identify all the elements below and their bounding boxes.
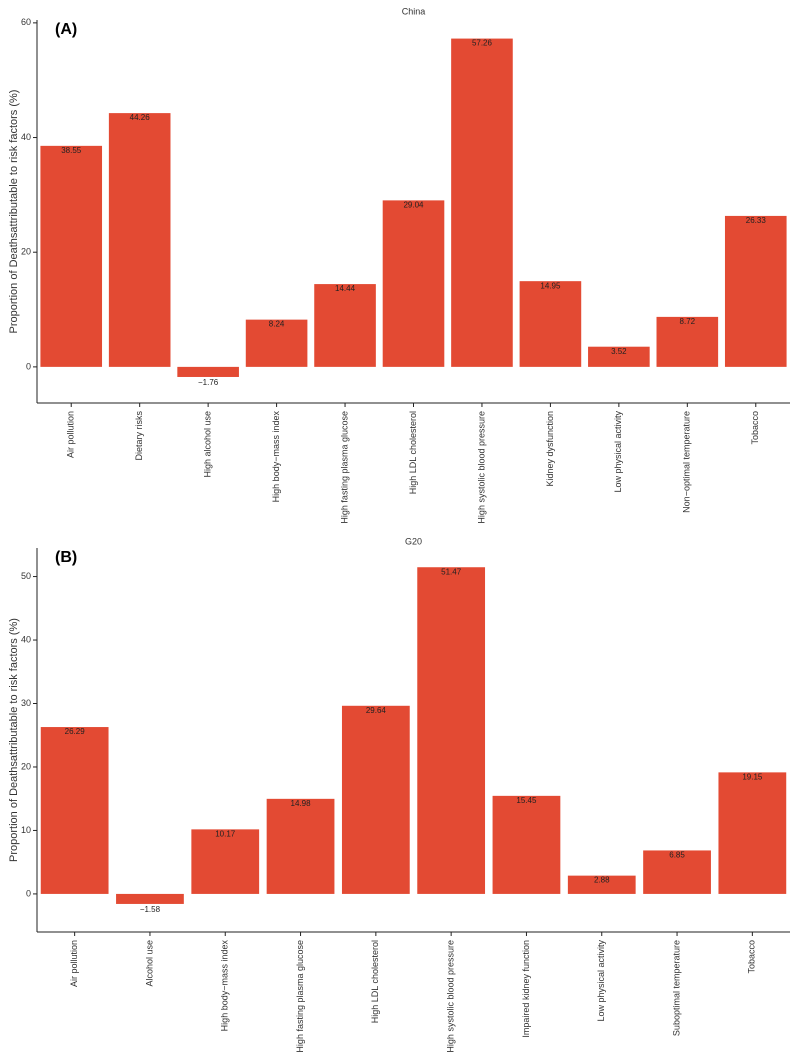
y-tick-label: 30: [21, 698, 31, 708]
y-tick-label: 40: [21, 634, 31, 644]
bar: [724, 215, 787, 367]
value-label: 14.44: [335, 284, 356, 293]
panel-label: (A): [55, 21, 77, 38]
bar: [341, 705, 410, 894]
value-label: −1.76: [198, 378, 219, 387]
x-tick-label: Impaired kidney function: [521, 940, 531, 1038]
x-tick-label: Kidney dysfunction: [545, 411, 555, 487]
x-tick-label: Low physical activity: [596, 940, 606, 1022]
value-label: −1.58: [140, 905, 161, 914]
bar: [40, 727, 109, 894]
x-tick-label: High fasting plasma glucose: [339, 411, 349, 524]
bar: [177, 366, 239, 377]
chart-title: G20: [405, 536, 422, 546]
bar: [108, 113, 171, 367]
panel-label: (B): [55, 549, 77, 566]
x-tick-label: Dietary risks: [134, 411, 144, 461]
chart: China (A) Proportion of Deathsattributable…: [8, 6, 790, 524]
x-tick-label: High alcohol use: [203, 411, 213, 478]
x-tick-label: Alcohol use: [144, 940, 154, 987]
y-tick-label: 40: [21, 132, 31, 142]
value-label: 10.17: [215, 829, 236, 838]
value-label: 6.85: [669, 851, 685, 860]
bar: [191, 829, 260, 894]
chart: G20 (B) Proportion of Deathsattributable t…: [8, 536, 790, 1052]
x-tick-label: Low physical activity: [613, 411, 623, 493]
x-tick-label: High LDL cholesterol: [370, 940, 380, 1023]
value-label: 3.52: [611, 347, 627, 356]
value-label: 38.55: [61, 146, 82, 155]
x-tick-label: Suboptimal temperature: [671, 940, 681, 1036]
value-label: 8.24: [269, 320, 285, 329]
bar: [245, 319, 308, 367]
y-tick-label: 0: [26, 888, 31, 898]
x-tick-label: Non−optimal temperature: [682, 411, 692, 513]
bar: [492, 795, 561, 894]
y-axis-label: Proportion of Deathsattributable to risk…: [8, 618, 20, 862]
value-label: 8.72: [680, 317, 696, 326]
x-tick-label: High systolic blood pressure: [476, 411, 486, 524]
y-tick-label: 0: [26, 361, 31, 371]
x-tick-label: Tobacco: [750, 411, 760, 445]
bar: [417, 567, 486, 894]
value-label: 14.95: [540, 281, 561, 290]
bar: [588, 346, 650, 367]
bar: [40, 145, 103, 367]
value-label: 26.33: [746, 216, 767, 225]
value-label: 57.26: [472, 39, 493, 48]
y-tick-label: 20: [21, 247, 31, 257]
value-label: 2.88: [594, 876, 610, 885]
value-label: 19.15: [742, 772, 763, 781]
y-tick-label: 10: [21, 825, 31, 835]
y-tick-label: 60: [21, 17, 31, 27]
x-tick-label: High body−mass index: [271, 411, 281, 503]
bar: [451, 38, 513, 367]
y-tick-label: 50: [21, 571, 31, 581]
x-tick-label: Tobacco: [747, 940, 757, 974]
x-tick-label: High body−mass index: [220, 940, 230, 1032]
value-label: 26.29: [65, 727, 86, 736]
x-tick-label: High fasting plasma glucose: [295, 940, 305, 1052]
value-label: 44.26: [130, 113, 151, 122]
x-tick-label: High systolic blood pressure: [446, 940, 456, 1052]
bar: [314, 284, 376, 367]
y-axis-label: Proportion of Deathsattributable to risk…: [8, 90, 20, 334]
bar: [519, 281, 582, 367]
bar: [382, 200, 445, 367]
x-tick-label: Air pollution: [66, 411, 76, 458]
value-label: 29.04: [403, 200, 424, 209]
value-label: 29.64: [366, 706, 387, 715]
value-label: 14.98: [291, 799, 312, 808]
value-label: 51.47: [441, 567, 462, 576]
chart-title: China: [402, 6, 426, 16]
x-tick-label: High LDL cholesterol: [408, 411, 418, 494]
value-label: 15.45: [516, 796, 537, 805]
bar: [567, 875, 636, 894]
bar: [643, 850, 711, 894]
bar: [656, 316, 719, 367]
bar: [116, 893, 184, 904]
y-tick-label: 20: [21, 761, 31, 771]
bar: [266, 798, 335, 894]
bar: [718, 772, 787, 894]
x-tick-label: Air pollution: [69, 940, 79, 987]
